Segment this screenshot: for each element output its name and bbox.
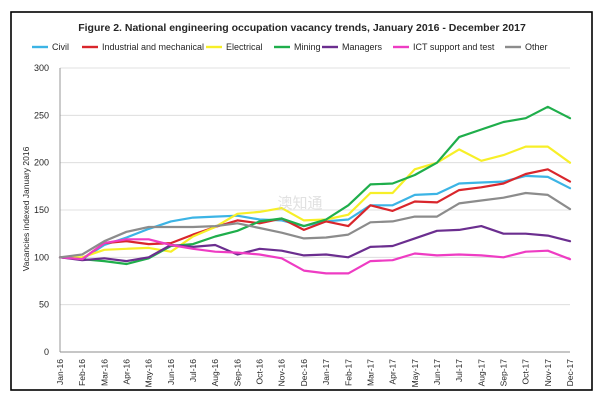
legend-item-civil: Civil [32, 42, 69, 52]
y-tick-label: 50 [39, 300, 49, 310]
y-axis-title: Vacancies indexed January 2016 [21, 146, 31, 271]
series-line-industrial-and-mechanical [58, 168, 572, 261]
y-tick-label: 0 [44, 347, 49, 357]
chart-title: Figure 2. National engineering occupatio… [78, 22, 526, 34]
x-tick-label: Jun-17 [432, 359, 442, 385]
x-tick-label: Nov-17 [543, 359, 553, 387]
x-tick-label: Jan-16 [55, 359, 65, 385]
legend-label: Electrical [226, 42, 263, 52]
legend-item-other: Other [505, 42, 548, 52]
legend-label: Mining [294, 42, 321, 52]
x-tick-label: Jan-17 [321, 359, 331, 385]
legend-label: Civil [52, 42, 69, 52]
x-tick-label: Aug-17 [476, 359, 486, 387]
series-line-managers [58, 225, 572, 263]
x-tick-label: May-16 [144, 359, 154, 388]
series-line-mining [58, 105, 572, 266]
x-tick-label: Mar-17 [365, 359, 375, 386]
x-tick-label: Aug-16 [210, 359, 220, 387]
x-tick-label: Jul-17 [454, 359, 464, 382]
legend-label: ICT support and test [413, 42, 495, 52]
y-tick-label: 250 [34, 110, 49, 120]
x-tick-label: Sep-17 [498, 359, 508, 387]
x-tick-label: Feb-17 [343, 359, 353, 386]
legend-item-managers: Managers [322, 42, 383, 52]
watermark: 澳知通 [277, 194, 322, 212]
x-tick-label: Nov-16 [277, 359, 287, 387]
y-axis-ticks: 0 50 100 150 200 250 300 [34, 63, 49, 357]
chart-border [10, 11, 593, 391]
y-tick-label: 300 [34, 63, 49, 73]
legend-item-industrial-and-mechanical: Industrial and mechanical [82, 42, 204, 52]
series-line-other [58, 191, 572, 259]
y-tick-label: 150 [34, 205, 49, 215]
axes [59, 68, 570, 353]
y-tick-label: 100 [34, 252, 49, 262]
legend-label: Managers [342, 42, 383, 52]
series-line-ict-support-and-test [58, 238, 572, 275]
x-tick-label: Jun-16 [166, 359, 176, 385]
x-tick-label: Dec-16 [299, 359, 309, 387]
x-tick-label: Apr-17 [388, 359, 398, 385]
x-axis-ticks: Jan-16 Feb-16 Mar-16 Apr-16 May-16 Jun-16 Jul-… [55, 359, 575, 388]
x-tick-label: May-17 [410, 359, 420, 388]
legend-item-electrical: Electrical [206, 42, 263, 52]
series-lines [58, 105, 572, 275]
legend-item-ict-support-and-test: ICT support and test [393, 42, 495, 52]
x-tick-label: Sep-16 [232, 359, 242, 387]
legend: Civil Industrial and mechanical Electrical… [32, 42, 548, 52]
x-tick-label: Mar-16 [99, 359, 109, 386]
series-line-electrical [58, 145, 572, 259]
legend-item-mining: Mining [274, 42, 321, 52]
x-tick-label: Oct-16 [255, 359, 265, 385]
legend-label: Industrial and mechanical [102, 42, 204, 52]
x-tick-label: Dec-17 [565, 359, 575, 387]
legend-label: Other [525, 42, 548, 52]
x-tick-label: Apr-16 [122, 359, 132, 385]
x-tick-label: Jul-16 [188, 359, 198, 382]
y-tick-label: 200 [34, 158, 49, 168]
x-tick-label: Feb-16 [77, 359, 87, 386]
x-tick-label: Oct-17 [521, 359, 531, 385]
